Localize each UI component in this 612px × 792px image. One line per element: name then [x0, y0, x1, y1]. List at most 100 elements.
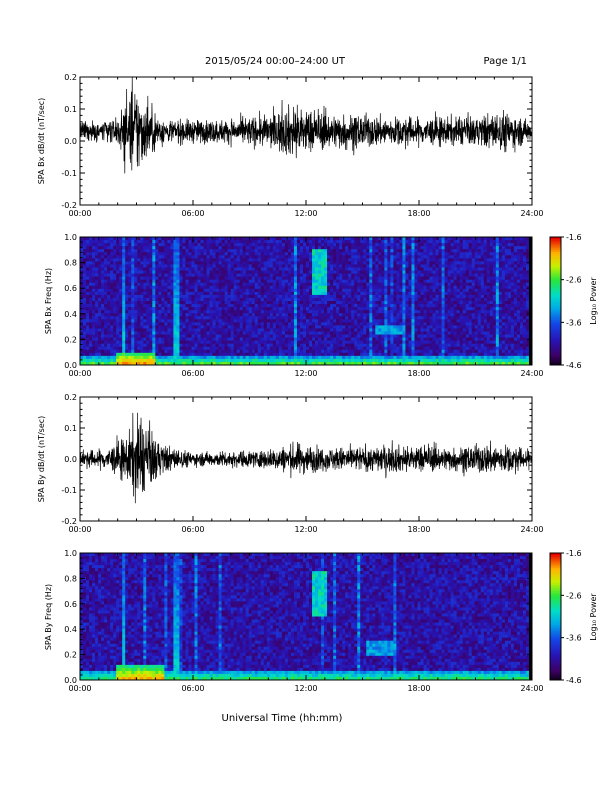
heatmap-cell	[375, 352, 379, 357]
heatmap-cell	[215, 285, 219, 290]
heatmap-cell	[248, 313, 253, 317]
heatmap-cell	[122, 340, 126, 344]
heatmap-cell	[179, 349, 183, 354]
heatmap-cell	[399, 291, 403, 296]
heatmap-cell	[429, 246, 433, 250]
heatmap-cell	[330, 352, 334, 357]
heatmap-cell	[426, 252, 430, 256]
heatmap-cell	[378, 346, 382, 351]
heatmap-cell	[315, 237, 319, 241]
heatmap-cell	[107, 261, 111, 265]
heatmap-cell	[107, 355, 111, 360]
heatmap-cell	[107, 282, 111, 287]
heatmap-cell	[399, 337, 403, 341]
heatmap-cell	[420, 294, 424, 299]
heatmap-cell	[360, 252, 364, 256]
heatmap-cell	[408, 264, 412, 268]
heatmap-cell	[242, 319, 247, 323]
heatmap-cell	[188, 334, 192, 338]
heatmap-cell	[101, 246, 105, 250]
heatmap-cell	[390, 243, 394, 247]
heatmap-cell	[414, 237, 418, 241]
heatmap-cell	[92, 352, 96, 357]
heatmap-cell	[104, 322, 108, 326]
heatmap-cell	[248, 285, 253, 290]
heatmap-cell	[342, 313, 346, 317]
heatmap-cell	[312, 279, 316, 284]
heatmap-cell	[89, 316, 93, 320]
heatmap-cell	[327, 319, 331, 323]
heatmap-cell	[113, 279, 117, 284]
heatmap-cell	[417, 297, 421, 302]
heatmap-cell	[266, 337, 271, 341]
heatmap-cell	[146, 276, 150, 280]
heatmap-cell	[411, 297, 415, 302]
heatmap-cell	[333, 264, 337, 268]
heatmap-cell	[218, 355, 222, 360]
heatmap-cell	[299, 334, 304, 338]
heatmap-cell	[86, 294, 90, 299]
heatmap-cell	[275, 267, 280, 271]
heatmap-cell	[351, 301, 355, 305]
heatmap-cell	[200, 322, 204, 326]
heatmap-cell	[125, 273, 129, 277]
heatmap-cell	[281, 258, 286, 262]
heatmap-cell	[333, 291, 337, 296]
heatmap-cell	[86, 279, 90, 284]
heatmap-cell	[173, 307, 177, 311]
heatmap-cell	[366, 243, 370, 247]
heatmap-cell	[110, 319, 114, 323]
heatmap-cell	[378, 255, 382, 259]
heatmap-cell	[215, 267, 219, 271]
heatmap-cell	[351, 276, 355, 280]
heatmap-cell	[387, 352, 391, 357]
heatmap-cell	[302, 331, 307, 335]
heatmap-cell	[224, 334, 228, 338]
heatmap-cell	[423, 325, 427, 329]
heatmap-cell	[233, 240, 237, 244]
heatmap-cell	[360, 319, 364, 323]
heatmap-cell	[336, 291, 340, 296]
heatmap-cell	[185, 334, 189, 338]
heatmap-cell	[260, 294, 265, 299]
heatmap-cell	[182, 237, 186, 241]
heatmap-cell	[275, 346, 280, 351]
heatmap-cell	[191, 328, 195, 332]
heatmap-cell	[146, 294, 150, 299]
heatmap-cell	[378, 249, 382, 253]
heatmap-cell	[101, 297, 105, 302]
heatmap-cell	[218, 240, 222, 244]
heatmap-cell	[206, 337, 210, 341]
heatmap-cell	[263, 273, 268, 277]
heatmap-cell	[251, 267, 256, 271]
heatmap-cell	[396, 325, 400, 329]
heatmap-cell	[224, 346, 228, 351]
heatmap-cell	[95, 252, 99, 256]
heatmap-cell	[161, 310, 165, 314]
heatmap-cell	[254, 313, 259, 317]
heatmap-cell	[161, 343, 165, 348]
heatmap-cell	[290, 285, 295, 290]
heatmap-cell	[212, 304, 216, 308]
heatmap-cell	[290, 322, 295, 326]
heatmap-cell	[161, 282, 165, 287]
heatmap-cell	[290, 304, 295, 308]
heatmap-cell	[284, 243, 289, 247]
heatmap-cell	[281, 285, 286, 290]
heatmap-cell	[137, 270, 141, 274]
heatmap-cell	[399, 343, 403, 348]
heatmap-cell	[152, 255, 156, 259]
heatmap-cell	[281, 273, 286, 277]
heatmap-cell	[393, 249, 397, 253]
heatmap-cell	[116, 270, 120, 274]
heatmap-cell	[182, 294, 186, 299]
heatmap-cell	[263, 358, 268, 363]
heatmap-cell	[333, 349, 337, 354]
heatmap-cell	[396, 355, 400, 360]
heatmap-cell	[239, 240, 244, 244]
heatmap-cell	[209, 252, 213, 256]
heatmap-cell	[248, 282, 253, 287]
heatmap-cell	[278, 249, 283, 253]
heatmap-cell	[266, 240, 271, 244]
heatmap-cell	[86, 261, 90, 265]
